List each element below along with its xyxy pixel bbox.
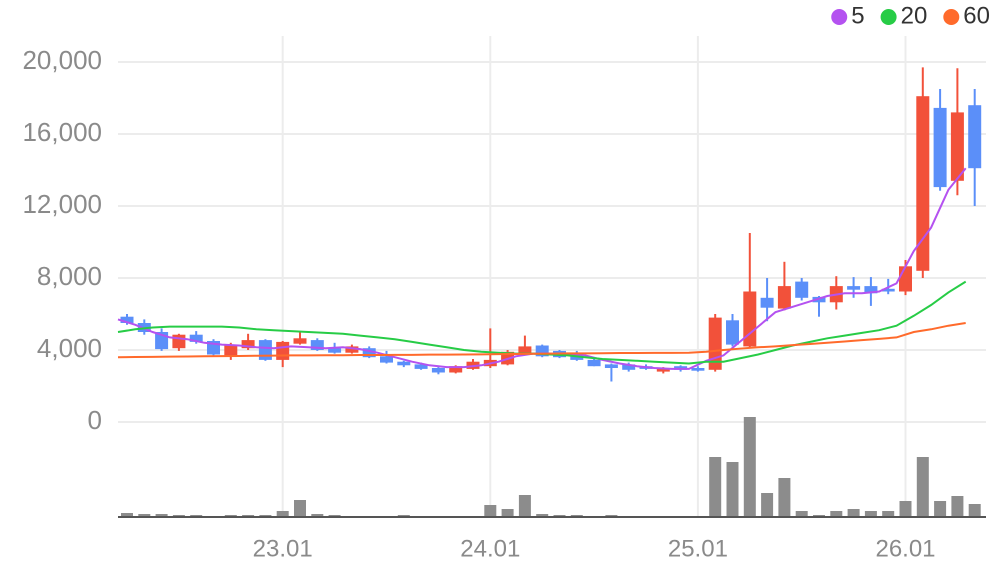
candle-body <box>345 346 359 353</box>
candle-body <box>293 338 307 344</box>
volume-bar <box>761 493 774 517</box>
volume-bar <box>830 511 843 517</box>
candle-body <box>120 316 134 323</box>
volume-bar <box>484 505 497 517</box>
candle-body <box>881 288 895 292</box>
volume-bar <box>864 511 877 517</box>
x-tick-label: 23.01 <box>253 535 313 562</box>
volume-bar <box>795 511 808 517</box>
candle-body <box>414 364 428 369</box>
volume-bar <box>968 504 981 517</box>
candle-body <box>916 96 930 271</box>
x-tick-label: 25.01 <box>668 535 728 562</box>
volume-bar <box>743 417 756 517</box>
candle-body <box>777 286 791 309</box>
candle-body <box>328 348 342 353</box>
candle-body <box>587 359 601 367</box>
candle-body <box>535 345 549 357</box>
volume-bar <box>882 511 895 517</box>
volume-bar <box>899 501 912 517</box>
candle-body <box>691 368 705 371</box>
y-tick-label: 8,000 <box>37 261 102 291</box>
candle-body <box>397 361 411 366</box>
candle-body <box>518 346 532 354</box>
legend-dot <box>880 9 897 25</box>
y-tick-label: 20,000 <box>22 45 102 75</box>
legend-label: 5 <box>851 2 864 29</box>
candle-body <box>362 348 376 358</box>
candle-body <box>189 334 203 342</box>
legend-label: 60 <box>963 2 990 29</box>
candle-body <box>743 291 757 347</box>
candle-body <box>899 266 912 292</box>
y-tick-label: 4,000 <box>37 333 102 363</box>
volume-bar <box>778 478 791 517</box>
candle-body <box>276 341 290 360</box>
candle-body <box>656 368 670 372</box>
y-tick-label: 12,000 <box>22 189 102 219</box>
candle-body <box>241 340 255 349</box>
candle-body <box>449 366 463 373</box>
volume-bar <box>501 509 514 517</box>
volume-bar <box>709 457 722 517</box>
volume-bar <box>951 496 964 517</box>
candle-body <box>380 356 393 363</box>
volume-bar <box>155 514 168 517</box>
candle-body <box>258 340 272 360</box>
candle-body <box>310 340 324 350</box>
candle-body <box>760 297 774 308</box>
candle-body <box>172 334 186 349</box>
candle-body <box>968 105 982 169</box>
volume-bar <box>138 514 151 517</box>
candle-body <box>622 364 636 370</box>
candle-body <box>224 345 238 356</box>
x-tick-label: 26.01 <box>875 535 935 562</box>
candle-body <box>604 364 618 368</box>
legend-label: 20 <box>901 2 928 29</box>
legend-dot <box>943 9 960 25</box>
candle-body <box>864 286 878 294</box>
y-tick-label: 16,000 <box>22 117 102 147</box>
volume-bar <box>536 514 549 517</box>
ma-line <box>117 322 966 359</box>
volume-bar <box>934 501 947 517</box>
candle-body <box>795 281 809 298</box>
volume-bar <box>726 462 739 517</box>
volume-bar <box>916 457 929 517</box>
candle-body <box>847 286 861 290</box>
candle-body <box>431 368 445 373</box>
candle-body <box>950 112 964 181</box>
volume-bar <box>276 511 289 517</box>
volume-bar <box>847 509 860 517</box>
y-tick-label: 0 <box>88 405 102 435</box>
candle-body <box>933 107 947 188</box>
volume-bar <box>121 513 133 517</box>
candle-body <box>726 320 739 345</box>
volume-bar <box>518 495 531 517</box>
legend-dot <box>831 9 848 25</box>
x-tick-label: 24.01 <box>460 535 520 562</box>
legend: 60 20 5 <box>831 2 990 29</box>
volume-bar <box>311 514 324 517</box>
ma-line <box>117 167 967 370</box>
volume-bar <box>294 500 306 517</box>
